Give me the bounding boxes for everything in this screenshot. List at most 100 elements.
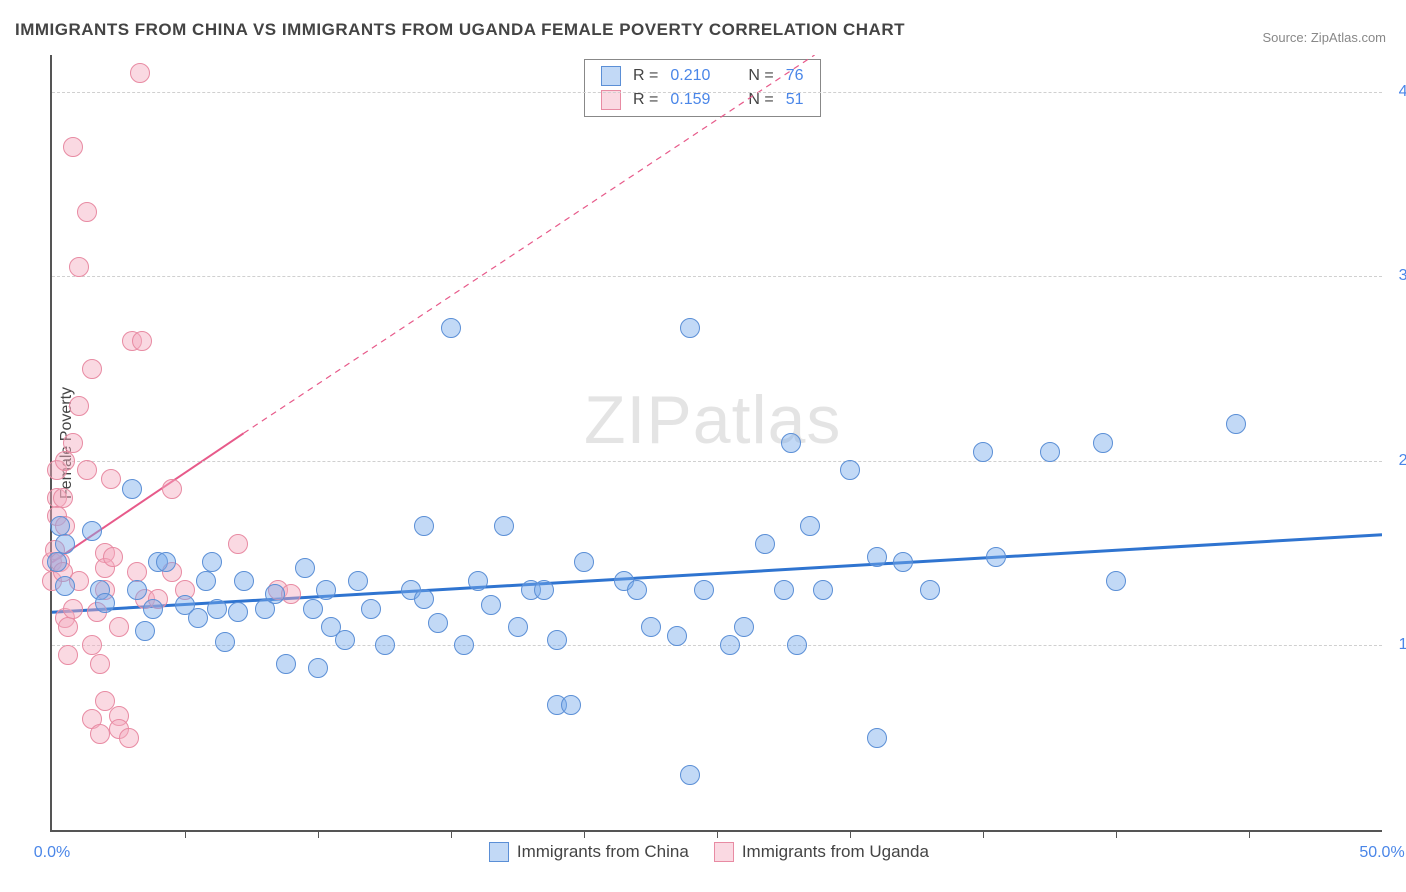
legend-item: Immigrants from Uganda [714,842,929,862]
data-point-uganda [53,488,73,508]
data-point-china [787,635,807,655]
y-tick-label: 40.0% [1399,83,1406,101]
data-point-china [641,617,661,637]
data-point-china [414,516,434,536]
data-point-china [82,521,102,541]
data-point-china [47,552,67,572]
watermark-part-a: ZIP [584,382,693,458]
x-tick [185,830,186,838]
data-point-china [680,765,700,785]
legend-swatch [601,90,621,110]
data-point-uganda [58,617,78,637]
data-point-china [1040,442,1060,462]
data-point-china [574,552,594,572]
data-point-china [414,589,434,609]
data-point-uganda [63,137,83,157]
data-point-china [156,552,176,572]
data-point-china [1106,571,1126,591]
x-tick [850,830,851,838]
data-point-china [335,630,355,650]
x-tick [1249,830,1250,838]
data-point-uganda [82,635,102,655]
data-point-china [481,595,501,615]
y-tick-label: 10.0% [1399,636,1406,654]
data-point-china [680,318,700,338]
data-point-china [561,695,581,715]
data-point-uganda [162,479,182,499]
x-tick [1116,830,1117,838]
data-point-china [774,580,794,600]
data-point-china [215,632,235,652]
data-point-uganda [132,331,152,351]
data-point-china [234,571,254,591]
data-point-china [202,552,222,572]
data-point-china [143,599,163,619]
data-point-china [122,479,142,499]
data-point-china [303,599,323,619]
data-point-uganda [69,257,89,277]
data-point-uganda [119,728,139,748]
data-point-china [720,635,740,655]
data-point-china [694,580,714,600]
gridline [52,461,1382,462]
data-point-china [95,593,115,613]
x-tick [318,830,319,838]
data-point-china [207,599,227,619]
data-point-china [840,460,860,480]
data-point-china [986,547,1006,567]
scatter-plot-area: Female Poverty R =0.210N =76R =0.159N =5… [50,55,1382,832]
data-point-china [428,613,448,633]
data-point-china [627,580,647,600]
data-point-china [867,728,887,748]
data-point-china [135,621,155,641]
legend-swatch [714,842,734,862]
data-point-china [813,580,833,600]
data-point-china [375,635,395,655]
data-point-china [295,558,315,578]
data-point-china [55,534,75,554]
gridline [52,92,1382,93]
source-label: Source: ZipAtlas.com [1262,30,1386,45]
watermark: ZIPatlas [584,381,841,459]
x-tick [983,830,984,838]
data-point-china [667,626,687,646]
data-point-uganda [101,469,121,489]
data-point-uganda [109,617,129,637]
data-point-china [228,602,248,622]
gridline [52,645,1382,646]
data-point-uganda [58,645,78,665]
data-point-china [920,580,940,600]
data-point-uganda [77,460,97,480]
data-point-china [454,635,474,655]
data-point-uganda [90,724,110,744]
data-point-china [316,580,336,600]
data-point-china [547,630,567,650]
gridline [52,276,1382,277]
y-tick-label: 30.0% [1399,267,1406,285]
correlation-legend: R =0.210N =76R =0.159N =51 [584,59,821,117]
legend-r-value: 0.210 [664,64,716,88]
series-legend: Immigrants from China Immigrants from Uga… [489,842,929,862]
legend-label: Immigrants from China [517,842,689,862]
data-point-china [348,571,368,591]
legend-label: Immigrants from Uganda [742,842,929,862]
data-point-uganda [69,396,89,416]
data-point-uganda [63,599,83,619]
data-point-uganda [77,202,97,222]
data-point-china [1226,414,1246,434]
data-point-china [800,516,820,536]
x-tick [717,830,718,838]
data-point-uganda [55,451,75,471]
data-point-china [441,318,461,338]
data-point-china [1093,433,1113,453]
data-point-china [893,552,913,572]
y-tick-label: 20.0% [1399,452,1406,470]
data-point-china [734,617,754,637]
data-point-uganda [90,654,110,674]
data-point-uganda [228,534,248,554]
chart-title: IMMIGRANTS FROM CHINA VS IMMIGRANTS FROM… [15,20,905,40]
data-point-china [781,433,801,453]
legend-row: R =0.210N =76 [595,64,810,88]
watermark-part-b: atlas [693,382,842,458]
x-tick [451,830,452,838]
